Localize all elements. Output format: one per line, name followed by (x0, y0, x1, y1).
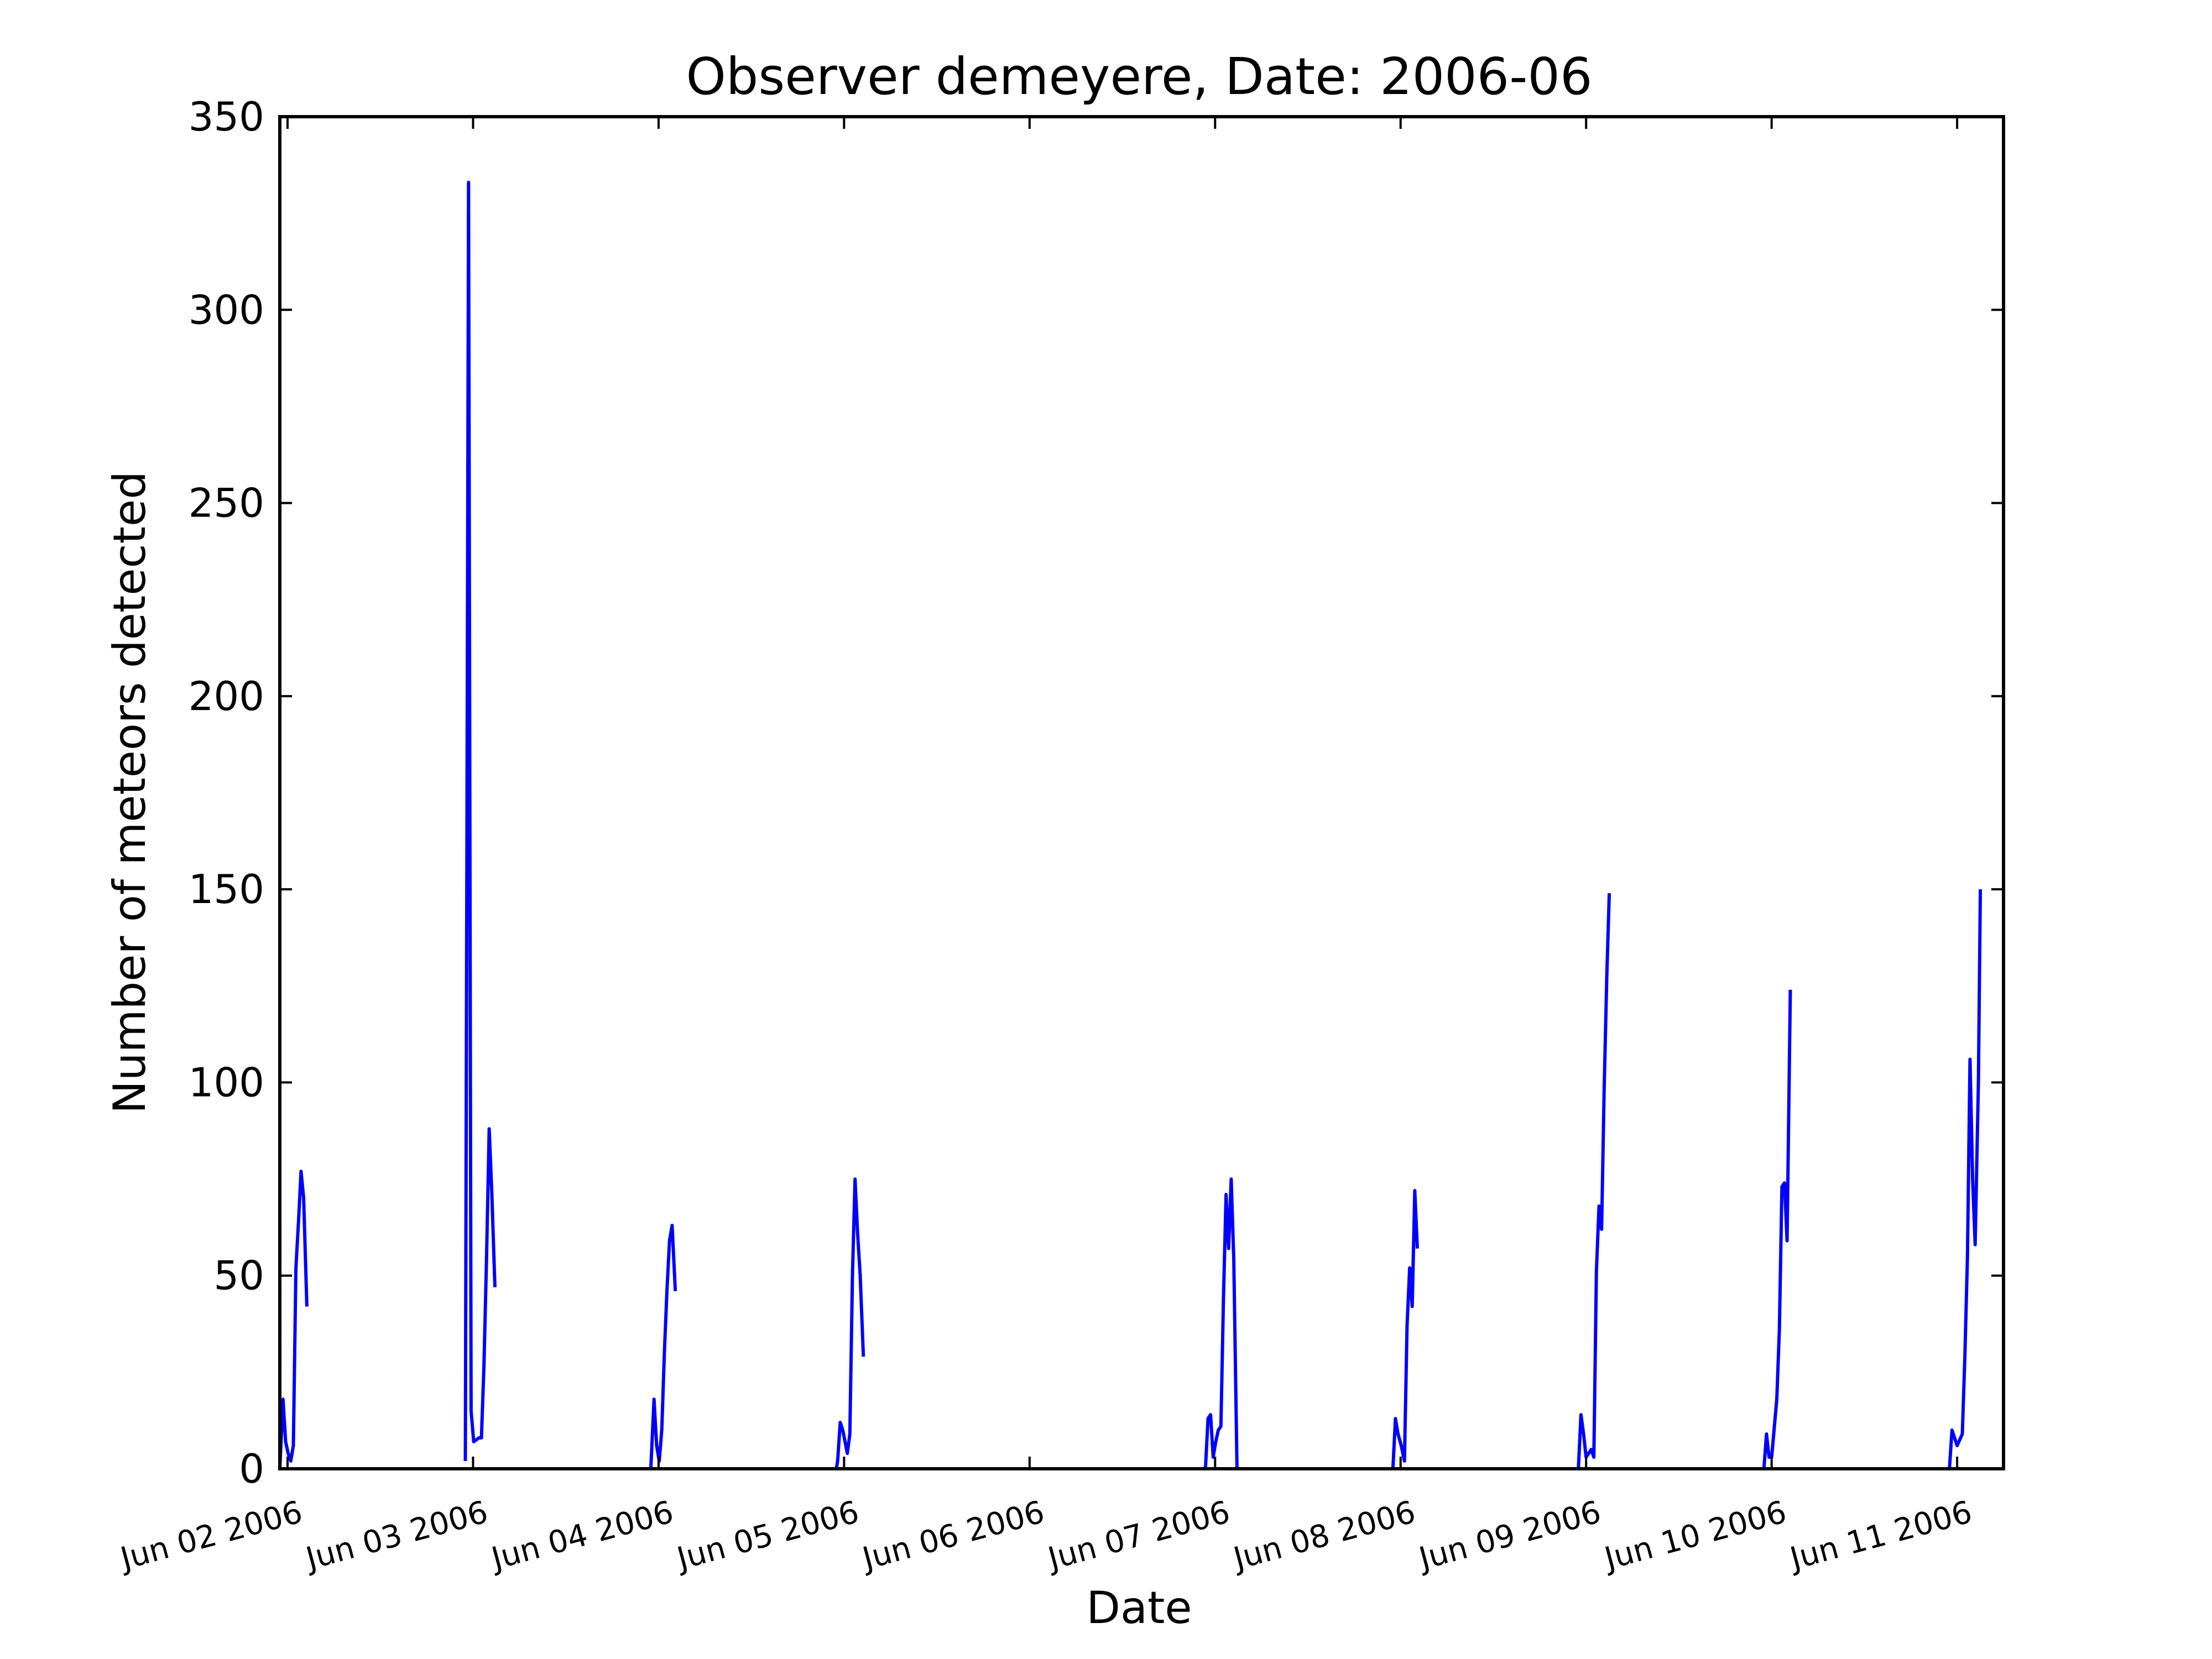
x-tick-label: Jun 06 2006 (857, 1494, 1048, 1578)
series-segment-3 (649, 1223, 677, 1469)
y-tick-label: 150 (189, 866, 264, 912)
x-tick-label: Jun 10 2006 (1599, 1494, 1790, 1578)
y-tick-label: 300 (189, 286, 264, 333)
series-segment-7 (1577, 893, 1611, 1469)
y-tick-label: 200 (189, 673, 264, 719)
series-segment-1 (278, 1170, 309, 1469)
y-tick-label: 250 (189, 480, 264, 526)
x-tick-label: Jun 08 2006 (1228, 1494, 1419, 1578)
x-tick-label: Jun 04 2006 (486, 1494, 677, 1578)
x-tick-label: Jun 03 2006 (301, 1494, 492, 1578)
x-tick-label: Jun 09 2006 (1414, 1494, 1605, 1578)
series-segment-4 (834, 1177, 865, 1469)
x-tick-label: Jun 11 2006 (1785, 1494, 1976, 1578)
x-tick-label: Jun 07 2006 (1043, 1494, 1234, 1578)
y-tick-label: 100 (189, 1059, 264, 1105)
series-segment-6 (1391, 1189, 1419, 1469)
x-tick-label: Jun 02 2006 (115, 1494, 306, 1578)
plot-frame (278, 115, 2005, 1470)
series-segment-9 (1948, 889, 1983, 1469)
y-axis-label: Number of meteors detected (104, 471, 155, 1114)
series-layer (278, 180, 1983, 1469)
series-segment-2 (463, 180, 497, 1462)
y-tick-label: 50 (213, 1253, 264, 1299)
y-tick-label: 0 (239, 1446, 264, 1492)
x-axis-label: Date (1086, 1582, 1192, 1634)
chart-title: Observer demeyere, Date: 2006-06 (686, 47, 1593, 106)
series-segment-8 (1762, 989, 1792, 1469)
y-tick-label: 350 (189, 93, 264, 140)
x-tick-label: Jun 05 2006 (672, 1494, 863, 1578)
series-segment-5 (1203, 1177, 1239, 1469)
